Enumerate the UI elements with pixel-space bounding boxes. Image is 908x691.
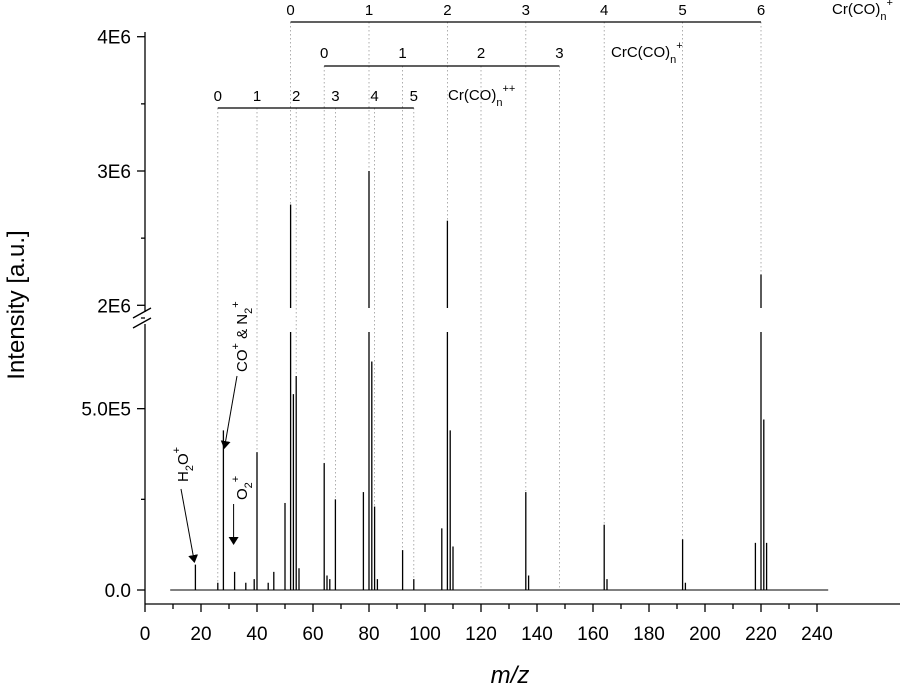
y-tick-label: 4E6 (97, 28, 131, 49)
series-index-label: 3 (331, 88, 339, 105)
annotation-label: O2+ (230, 476, 255, 500)
annotation-arrow (180, 488, 199, 563)
series-bracket: 0 1 2 3 4 5 6 Cr(CO)n+ (286, 0, 892, 23)
annotation-o2: O2+ (228, 476, 255, 545)
x-tick-label: 180 (633, 624, 665, 645)
y-axis-label: Intensity [a.u.] (3, 230, 30, 379)
x-tick-label: 40 (246, 624, 267, 645)
series-index-label: 2 (477, 45, 485, 62)
x-tick-label: 240 (801, 624, 833, 645)
series-index-label: 6 (757, 2, 765, 19)
y-tick-label: 2E6 (97, 296, 131, 317)
x-tick-label: 0 (140, 624, 151, 645)
series-bracket: 0 1 2 3 CrC(CO)n+ (320, 40, 683, 67)
x-tick-label: 160 (577, 624, 609, 645)
x-tick-label: 120 (465, 624, 497, 645)
annotation-label: CO+ & N2+ (230, 301, 255, 372)
series-index-label: 1 (398, 45, 406, 62)
series-label: Cr(CO)n+ (832, 0, 893, 23)
series-index-label: 0 (214, 88, 222, 105)
series-guide-lines (217, 22, 762, 590)
series-index-label: 0 (286, 2, 294, 19)
series-label: Cr(CO)n++ (448, 83, 515, 109)
y-tick-label: 3E6 (97, 162, 131, 183)
series-index-label: 1 (253, 88, 261, 105)
y-tick-label: 5.0E5 (81, 400, 131, 421)
x-axis-label: m/z (491, 662, 530, 689)
series-label: CrC(CO)n+ (611, 40, 683, 66)
x-tick-label: 220 (745, 624, 777, 645)
series-index-label: 3 (555, 45, 563, 62)
series-index-label: 0 (320, 45, 328, 62)
x-tick-label: 60 (302, 624, 323, 645)
annotation-h2o: H2O+ (171, 447, 199, 563)
annotation-label: H2O+ (171, 447, 196, 482)
series-index-label: 1 (365, 2, 373, 19)
spectrum-peaks (170, 171, 829, 591)
peak-annotations: H2O+ O2+ CO+ & N2+ (171, 301, 255, 563)
axis-break-mark-2 (132, 317, 152, 329)
series-index-label: 5 (410, 88, 418, 105)
annotation-co-n2: CO+ & N2+ (220, 301, 255, 449)
x-tick-label: 100 (409, 624, 441, 645)
series-index-label: 4 (370, 88, 378, 105)
series-brackets: 0 1 2 3 4 5 6 Cr(CO)n+ 0 1 2 3 CrC(CO)n+ 0 1 2 3 4 5 Cr(CO)… (214, 0, 893, 109)
series-index-label: 2 (443, 2, 451, 19)
series-index-label: 4 (600, 2, 608, 19)
annotation-arrow (220, 375, 238, 449)
x-tick-label: 20 (190, 624, 211, 645)
x-tick-label: 80 (358, 624, 379, 645)
series-index-label: 2 (292, 88, 300, 105)
y-tick-label: 0.0 (105, 581, 131, 602)
series-index-label: 5 (678, 2, 686, 19)
x-tick-label: 200 (689, 624, 721, 645)
series-index-label: 3 (522, 2, 530, 19)
axis-break-mark-1 (132, 307, 152, 319)
series-bracket: 0 1 2 3 4 5 Cr(CO)n++ (214, 83, 516, 109)
x-tick-label: 140 (521, 624, 553, 645)
